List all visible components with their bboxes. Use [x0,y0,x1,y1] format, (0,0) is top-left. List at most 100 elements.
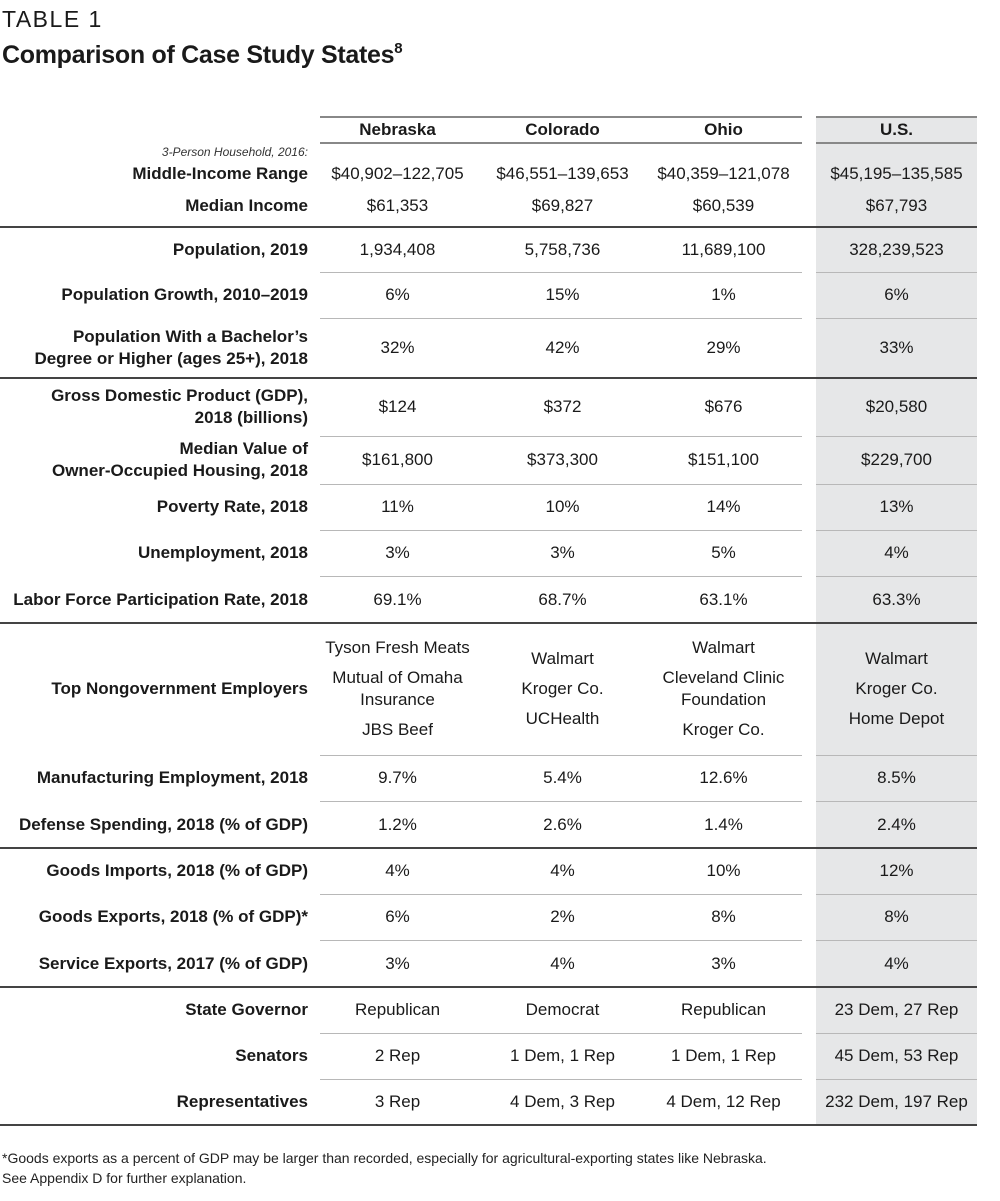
row-divider [320,484,802,485]
table-cell: $60,539 [692,196,755,215]
row-divider [816,940,977,941]
table-cell: 1% [711,285,736,304]
row-divider [816,436,977,437]
table-cell: 8% [884,907,909,926]
row-divider [320,272,802,273]
row-label: Gross Domestic Product (GDP), 2018 (bill… [51,386,308,427]
row-divider [816,484,977,485]
us-column-highlight [816,116,977,1125]
table-cell: 5.4% [543,768,582,787]
table-cell: 2% [550,907,575,926]
table-cell: 63.3% [872,589,921,609]
section-divider [0,847,977,849]
header-rule-top-us [816,116,977,118]
table-cell: 2.6% [543,814,582,834]
table-bottom-rule [0,1124,977,1126]
table-cell: 11,689,100 [681,239,766,259]
header-rule-bottom-us [816,142,977,144]
employer-name: Home Depot [848,709,945,728]
employer-name: Kroger Co. [521,679,604,698]
employer-name: Walmart [692,638,755,657]
row-divider [320,318,802,319]
row-divider [816,576,977,577]
table-cell: 68.7% [538,589,587,609]
table-cell: 9.7% [378,768,417,787]
title-text: Comparison of Case Study States [2,41,395,69]
table-cell: 32% [380,338,415,357]
footnote-line: *Goods exports as a percent of GDP may b… [2,1150,767,1166]
table-cell: 10% [706,861,741,880]
table-cell: $61,353 [366,196,429,215]
table-cell: 42% [545,338,580,357]
employer-name: Kroger Co. [682,720,765,739]
employer-list: Walmart Kroger Co. Home Depot [816,623,977,755]
row-divider [320,801,802,802]
table-cell: 8% [711,907,736,926]
row-label: State Governor [185,1000,308,1019]
table-cell: 10% [545,497,580,516]
column-header-nebraska: Nebraska [359,120,436,139]
table-cell: 63.1% [699,589,748,609]
table-cell: 2 Rep [374,1046,421,1065]
employer-name: UCHealth [525,709,600,728]
table-cell: 12.6% [699,768,748,787]
table-cell: $229,700 [861,450,932,469]
employer-list: Tyson Fresh Meats Mutual of Omaha Insuran… [320,623,475,755]
row-label: Senators [235,1046,308,1065]
table-cell: 1.2% [378,814,417,834]
footnote-line: See Appendix D for further explanation. [2,1170,247,1186]
employer-name: JBS Beef [362,720,433,739]
table-cell: $151,100 [688,450,759,469]
row-divider [320,576,802,577]
table-cell: 5,758,736 [524,239,601,259]
table-cell: 33% [879,338,914,357]
table-cell: Democrat [525,1000,600,1019]
footnote: *Goods exports as a percent of GDP may b… [2,1148,767,1188]
row-divider [320,940,802,941]
table-cell: Republican [354,1000,441,1019]
section-divider [0,226,977,228]
table-cell: 23 Dem, 27 Rep [834,1000,959,1019]
table-cell: $373,300 [527,450,598,469]
row-label: Manufacturing Employment, 2018 [36,768,308,787]
row-label: Unemployment, 2018 [137,543,308,562]
row-label: Population, 2019 [172,239,308,259]
table-eyebrow: TABLE 1 [2,6,103,32]
table-cell: $20,580 [865,397,928,416]
table-cell: $40,902–122,705 [331,164,464,183]
employer-name: Mutual of Omaha Insurance [332,668,463,709]
table-cell: 4% [884,953,909,973]
row-divider [816,272,977,273]
header-rule-top [320,116,802,118]
employer-name: Cleveland Clinic Foundation [662,668,785,709]
row-divider [320,436,802,437]
table-cell: $46,551–139,653 [496,164,629,183]
column-header-ohio: Ohio [704,120,743,139]
row-divider [816,801,977,802]
row-divider [816,1079,977,1080]
table-cell: 4 Dem, 12 Rep [666,1092,781,1111]
table-cell: $124 [378,397,417,416]
table-cell: 4% [884,543,909,562]
table-cell: 69.1% [373,589,422,609]
row-label: Median Value of Owner-Occupied Housing, … [51,439,308,480]
table-cell: 12% [879,861,914,880]
row-divider [320,1079,802,1080]
income-sublabel: 3-Person Household, 2016: [161,145,308,159]
employer-name: Walmart [531,649,594,668]
table-cell: 6% [884,285,909,304]
employer-list: Walmart Kroger Co. UCHealth [485,623,640,755]
column-header-us: U.S. [879,120,914,139]
table-cell: Republican [680,1000,767,1019]
table-cell: $161,800 [362,450,433,469]
row-label: Middle-Income Range [132,164,308,183]
table-cell: 232 Dem, 197 Rep [825,1092,968,1111]
header-rule-bottom [320,142,802,144]
row-label: Top Nongovernment Employers [51,679,308,698]
table-cell: 2.4% [877,814,916,834]
employer-name: Kroger Co. [855,679,938,698]
table-cell: $40,359–121,078 [657,164,790,183]
table-cell: $69,827 [531,196,594,215]
row-divider [816,755,977,756]
table-cell: 3% [385,953,410,973]
